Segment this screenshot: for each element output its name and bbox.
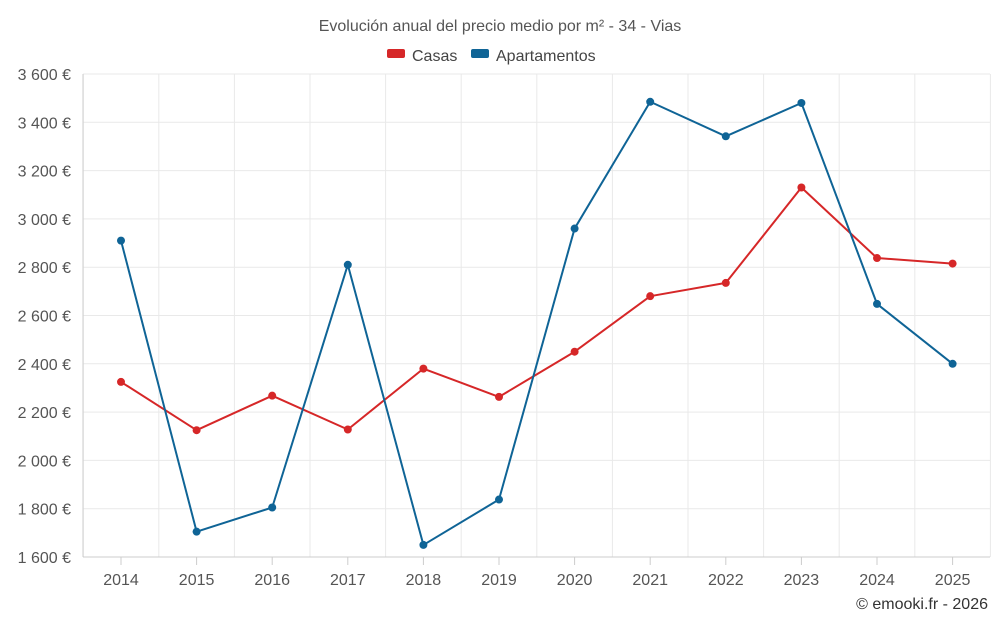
y-axis-ticks: 1 600 € 1 800 € 2 000 € 2 200 € 2 400 € 2 600… [18,67,71,567]
data-point-casas[interactable] [343,425,352,434]
x-tick-label: 2018 [406,572,442,589]
axes [82,74,990,558]
x-tick-label: 2020 [557,572,593,589]
y-tick-label: 3 600 € [18,67,71,84]
y-tick-label: 2 200 € [18,405,71,422]
data-point-casas[interactable] [873,254,881,263]
y-tick-label: 2 400 € [18,357,71,374]
data-point-apartamentos[interactable] [570,224,579,233]
data-point-casas[interactable] [948,259,957,268]
y-tick-label: 2 600 € [18,309,71,326]
data-point-apartamentos[interactable] [797,98,806,107]
legend-label-apartamentos[interactable]: Apartamentos [496,48,596,65]
data-point-casas[interactable] [192,426,201,435]
grid-lines [82,73,991,558]
series-lines [120,100,954,546]
data-point-apartamentos[interactable] [192,527,201,536]
data-point-apartamentos[interactable] [646,97,655,106]
data-point-casas[interactable] [268,391,277,400]
data-point-casas[interactable] [570,347,579,356]
y-tick-label: 3 400 € [18,115,71,132]
data-point-casas[interactable] [117,377,125,386]
data-point-apartamentos[interactable] [268,503,277,512]
y-tick-label: 1 800 € [18,502,71,519]
data-point-apartamentos[interactable] [495,495,503,504]
legend-swatch-casas[interactable] [387,49,405,58]
y-tick-label: 1 600 € [18,550,71,567]
y-tick-label: 2 800 € [18,260,71,277]
x-tick-label: 2025 [935,572,971,589]
x-tick-label: 2023 [784,572,820,589]
data-point-apartamentos[interactable] [873,299,881,308]
series-line-casas [120,186,953,432]
x-tick-label: 2017 [330,572,366,589]
x-tick-label: 2024 [859,572,895,589]
x-tick-label: 2019 [481,572,517,589]
data-point-casas[interactable] [797,183,806,192]
data-point-apartamentos[interactable] [117,236,125,245]
data-point-casas[interactable] [419,364,428,373]
credit-text: © emooki.fr - 2026 [856,596,988,613]
y-tick-label: 2 000 € [18,453,71,470]
legend-label-casas[interactable]: Casas [412,48,457,65]
data-point-casas[interactable] [721,278,730,287]
x-tick-label: 2022 [708,572,744,589]
data-point-casas[interactable] [495,392,503,401]
chart-title: Evolución anual del precio medio por m² … [319,18,682,35]
x-tick-label: 2016 [254,572,290,589]
y-tick-label: 3 000 € [18,212,71,229]
data-point-apartamentos[interactable] [721,132,730,141]
data-point-apartamentos[interactable] [419,540,428,549]
x-tick-label: 2014 [103,572,139,589]
x-axis-ticks: 2014 2015 2016 2017 2018 2019 2020 2021 2022 2023… [103,557,970,589]
data-points [117,97,957,549]
data-point-casas[interactable] [646,292,655,301]
x-tick-label: 2015 [179,572,215,589]
y-tick-label: 3 200 € [18,164,71,181]
data-point-apartamentos[interactable] [948,359,957,368]
data-point-apartamentos[interactable] [343,260,352,269]
series-line-apartamentos [120,100,954,546]
legend: Casas Apartamentos [387,48,596,65]
x-tick-label: 2021 [632,572,668,589]
legend-swatch-apartamentos[interactable] [471,49,489,58]
